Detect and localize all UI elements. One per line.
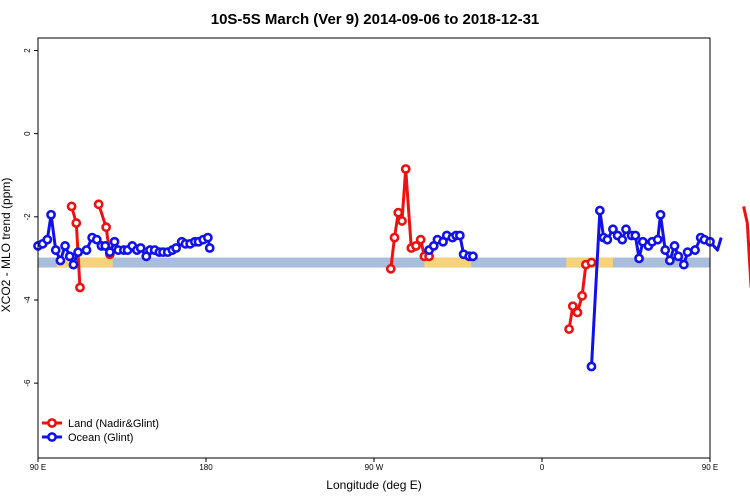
series-1-point-0-9	[73, 247, 84, 258]
x-tick-label-1: 180	[199, 463, 213, 472]
series-1-point-0-10	[81, 245, 92, 255]
series-0-point-1-1	[101, 222, 112, 233]
series-1-point-2-20	[678, 259, 689, 270]
series-1-point-0-12	[91, 234, 102, 245]
ocean-band	[38, 257, 710, 268]
series-1-point-2-3	[602, 234, 613, 245]
series-1-point-0-7	[64, 251, 75, 262]
series-0-point-1-0	[93, 199, 104, 210]
y-tick-label-0: 2	[23, 48, 32, 53]
series-0-point-0-2	[75, 282, 85, 293]
series-0-point-2-3	[397, 216, 407, 226]
series-1-point-2-10	[634, 253, 644, 264]
series-0-point-0-0	[66, 201, 77, 212]
series-1-point-0-22	[135, 243, 146, 253]
series-1-point-0-5	[55, 255, 66, 266]
series-0-point-3-1	[567, 301, 578, 312]
y-tick-label-3: -4	[23, 296, 32, 304]
series-1-point-2-14	[652, 234, 663, 245]
series-1-point-0-6	[60, 241, 70, 251]
x-tick-label-3: 0	[540, 463, 545, 472]
series-1-point-2-9	[630, 230, 641, 241]
series-1-point-2-1	[594, 205, 605, 216]
series-0-point-0-1	[71, 218, 82, 228]
series-1-point-2-19	[673, 251, 684, 262]
series-1-point-0-14	[100, 241, 111, 251]
series-1-point-2-4	[608, 224, 618, 235]
series-1-point-0-2	[42, 234, 53, 245]
series-1-point-2-0	[586, 361, 597, 372]
series-1-point-2-16	[660, 245, 671, 255]
series-1-point-0-38	[204, 243, 215, 253]
series-1-point-0-37	[202, 232, 213, 243]
series-0-point-2-2	[393, 207, 404, 218]
x-axis-label: Longitude (deg E)	[326, 478, 421, 492]
series-1-point-0-15	[104, 247, 115, 258]
series-1-point-2-17	[664, 255, 675, 266]
x-tick-label-0: 90 E	[30, 463, 46, 472]
y-tick-label-2: -2	[23, 213, 32, 221]
series-0-point-2-4	[400, 164, 411, 174]
series-1-point-0-3	[46, 209, 56, 220]
land-band-1	[424, 257, 472, 268]
series-1-point-2-22	[690, 245, 700, 255]
y-tick-label-4: -6	[23, 379, 32, 387]
land-band-0	[56, 257, 113, 268]
series-1-point-0-30	[171, 243, 182, 253]
series-1-point-0-4	[50, 245, 61, 255]
chart-title: 10S-5S March (Ver 9) 2014-09-06 to 2018-…	[211, 11, 540, 28]
series-1-point-2-21	[682, 247, 693, 258]
series-0-point-2-7	[415, 234, 426, 245]
series-0-point-2-1	[389, 232, 400, 243]
series-0-line-2	[389, 167, 430, 269]
series-0-point-2-6	[411, 241, 421, 251]
x-tick-label-2: 90 W	[365, 463, 384, 472]
series-0-point-3-2	[572, 307, 583, 318]
legend-marker-0	[47, 418, 57, 428]
series-1-point-0-16	[109, 236, 120, 247]
series-1-point-2-15	[655, 209, 666, 220]
series-1-point-2-18	[669, 241, 680, 251]
series-1-point-1-7	[454, 230, 465, 241]
legend: Land (Nadir&Glint) Ocean (Glint)	[42, 418, 159, 444]
y-tick-label-1: 0	[23, 131, 32, 136]
legend-label-1: Ocean (Glint)	[68, 432, 133, 444]
series-0-point-3-5	[586, 257, 597, 268]
y-axis-label: XCO2 - MLO trend (ppm)	[0, 178, 13, 313]
series-1-point-0-8	[68, 259, 79, 270]
series-0-point-2-0	[385, 263, 396, 274]
series-1-point-2-7	[621, 224, 631, 235]
series-0-point-3-0	[564, 324, 574, 334]
x-tick-label-4: 90 E	[702, 463, 718, 472]
series-1-point-2-6	[617, 234, 628, 245]
series-1-point-1-10	[468, 251, 478, 262]
legend-marker-1	[47, 432, 57, 442]
plot-area: 90 E 180 90 W 0 90 E 2 0 -2 -4 -6	[23, 37, 750, 472]
series-0-point-3-3	[577, 290, 588, 301]
series-0-line-4	[742, 206, 750, 288]
legend-label-0: Land (Nadir&Glint)	[68, 418, 159, 430]
